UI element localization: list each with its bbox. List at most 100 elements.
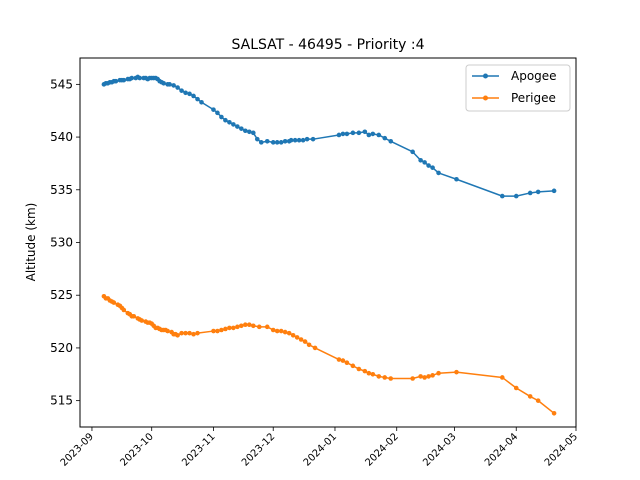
perigee-point: [219, 327, 224, 333]
apogee-point: [388, 138, 394, 144]
perigee-point: [247, 322, 252, 328]
y-tick-label: 540: [50, 130, 73, 144]
apogee-point: [195, 96, 200, 102]
perigee-point: [366, 370, 372, 376]
apogee-point: [243, 128, 248, 134]
apogee-point: [282, 138, 288, 144]
apogee-point: [187, 91, 192, 97]
perigee-point: [270, 327, 276, 333]
apogee-point: [551, 188, 557, 194]
apogee-point: [527, 190, 533, 196]
perigee-point: [382, 375, 388, 380]
apogee-point: [310, 136, 316, 142]
apogee-point: [344, 131, 350, 137]
legend-perigee-label: Perigee: [511, 91, 556, 105]
apogee-point: [382, 135, 388, 141]
apogee-point: [430, 165, 435, 170]
perigee-point: [227, 325, 232, 331]
perigee-point: [191, 331, 196, 337]
legend: Apogee Perigee: [465, 64, 571, 112]
apogee-point: [274, 140, 280, 145]
perigee-point: [286, 330, 292, 336]
perigee-point: [235, 324, 240, 330]
apogee-point: [278, 140, 284, 145]
y-tick-label: 515: [50, 394, 73, 408]
perigee-point: [436, 370, 441, 376]
apogee-point: [199, 99, 204, 105]
y-axis: 515 520 525 530 535 540 545: [50, 77, 80, 408]
apogee-point: [211, 107, 216, 112]
perigee-point: [344, 360, 350, 365]
apogee-point: [129, 75, 135, 81]
perigee-point: [312, 345, 318, 351]
apogee-point: [264, 138, 270, 144]
perigee-point: [231, 325, 236, 331]
legend-apogee-label: Apogee: [511, 69, 557, 83]
apogee-point: [175, 85, 180, 90]
perigee-point: [215, 328, 220, 334]
perigee-point: [454, 369, 459, 375]
apogee-point: [436, 170, 441, 176]
apogee-point: [336, 132, 342, 138]
perigee-point: [264, 324, 270, 330]
legend-apogee-marker: [483, 73, 488, 79]
perigee-point: [527, 394, 533, 399]
perigee-point: [362, 368, 368, 374]
apogee-point: [366, 132, 372, 138]
apogee-point: [254, 136, 260, 142]
perigee-point: [187, 330, 192, 336]
apogee-point: [513, 193, 519, 199]
perigee-point: [302, 339, 308, 344]
apogee-point: [418, 157, 423, 163]
perigee-point: [139, 318, 145, 323]
apogee-point: [215, 110, 220, 116]
perigee-point: [418, 374, 423, 379]
y-tick-label: 525: [50, 288, 73, 302]
perigee-point: [282, 329, 288, 335]
apogee-point: [362, 129, 368, 135]
apogee-point: [183, 90, 188, 96]
apogee-point: [376, 132, 382, 138]
perigee-point: [223, 326, 228, 332]
perigee-point: [278, 328, 284, 334]
apogee-point: [219, 114, 224, 120]
apogee-point: [161, 81, 166, 86]
chart-title: SALSAT - 46495 - Priority :4: [231, 37, 424, 53]
perigee-point: [165, 328, 170, 334]
perigee-point: [426, 374, 431, 379]
apogee-point: [454, 176, 459, 182]
apogee-point: [227, 120, 232, 125]
perigee-point: [551, 410, 557, 416]
apogee-point: [258, 140, 264, 145]
series-layer: [101, 74, 557, 416]
apogee-point: [270, 140, 276, 145]
y-tick-label: 520: [50, 341, 73, 355]
apogee-point: [251, 130, 256, 136]
apogee-point: [535, 189, 541, 195]
perigee-point: [256, 324, 262, 330]
perigee-point: [243, 322, 248, 328]
perigee-point: [336, 357, 342, 362]
perigee-point: [211, 328, 216, 334]
perigee-point: [513, 385, 519, 391]
perigee-point: [195, 330, 200, 336]
y-axis-label: Altitude (km): [24, 203, 38, 282]
perigee-point: [290, 332, 296, 338]
y-tick-label: 545: [50, 77, 73, 91]
axes-frame: [79, 57, 577, 428]
apogee-point: [171, 83, 176, 88]
apogee-point: [422, 160, 427, 165]
apogee-point: [113, 78, 119, 84]
perigee-point: [422, 375, 427, 380]
apogee-point: [340, 131, 346, 137]
perigee-point: [350, 363, 356, 369]
apogee-point: [426, 163, 431, 168]
perigee-point: [388, 376, 394, 381]
apogee-point: [350, 130, 356, 136]
y-tick-label: 535: [50, 183, 73, 197]
apogee-point: [370, 131, 376, 137]
perigee-point: [306, 342, 312, 348]
apogee-point: [288, 137, 294, 143]
perigee-point: [356, 366, 362, 372]
apogee-point: [296, 137, 302, 143]
